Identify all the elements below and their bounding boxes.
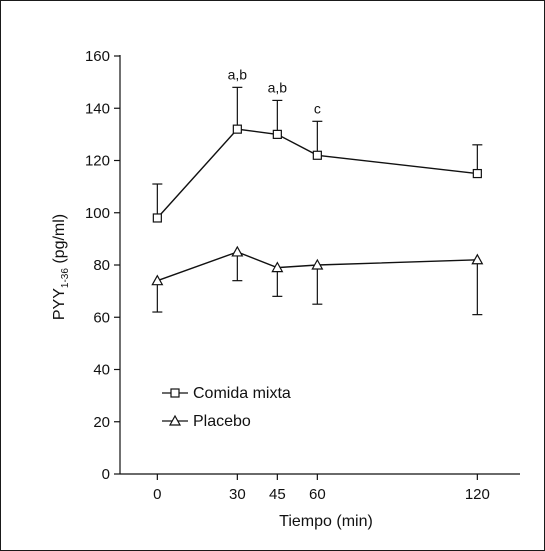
- data-point-square: [472, 168, 482, 179]
- significance-label: c: [314, 100, 321, 116]
- y-axis-title-main: PYY: [51, 288, 68, 320]
- data-point-square: [272, 129, 282, 139]
- x-tick-label: 0: [153, 486, 161, 503]
- y-tick-label: 20: [93, 414, 110, 431]
- data-point-triangle: [151, 274, 164, 286]
- significance-label: a,b: [268, 79, 288, 95]
- legend: Comida mixta Placebo: [162, 385, 291, 430]
- y-tick-label: 80: [93, 257, 110, 274]
- x-tick-label: 45: [269, 486, 286, 503]
- series-placebo: [151, 245, 484, 316]
- data-point-square: [152, 213, 162, 223]
- data-point-triangle: [231, 245, 244, 257]
- y-tick-label: 160: [85, 48, 110, 65]
- data-point-triangle: [471, 253, 484, 265]
- y-tick-label: 60: [93, 309, 110, 326]
- y-tick-label: 120: [85, 153, 110, 170]
- legend-marker-square: [170, 388, 180, 398]
- annotations: a,b a,b c: [228, 66, 321, 116]
- y-axis-title-unit: (pg/ml): [51, 214, 68, 268]
- legend-item-placebo: Placebo: [162, 413, 251, 430]
- data-point-square: [312, 150, 322, 160]
- series-layer: [151, 86, 484, 316]
- y-tick-label: 100: [85, 205, 110, 222]
- data-point-triangle: [271, 261, 284, 273]
- x-tick-label: 60: [309, 486, 326, 503]
- significance-label: a,b: [228, 66, 248, 82]
- series-comida-mixta: [152, 86, 483, 223]
- x-tick-label: 120: [465, 486, 490, 503]
- data-point-square: [232, 124, 242, 134]
- legend-item-comida-mixta: Comida mixta: [162, 385, 291, 402]
- y-axis-ticks: 0 20 40 60 80 100 120 140 160: [85, 48, 120, 483]
- data-point-triangle: [311, 258, 324, 270]
- y-axis-title-subscript: 1-36: [60, 268, 71, 288]
- x-tick-label: 30: [229, 486, 246, 503]
- y-tick-label: 0: [102, 466, 110, 483]
- legend-marker-triangle: [168, 414, 182, 426]
- x-axis-title: Tiempo (min): [279, 513, 373, 530]
- legend-label-comida-mixta: Comida mixta: [193, 385, 291, 402]
- y-tick-label: 140: [85, 100, 110, 117]
- y-tick-label: 40: [93, 362, 110, 379]
- x-axis-ticks: 0 30 45 60 120: [153, 474, 490, 503]
- legend-label-placebo: Placebo: [193, 413, 251, 430]
- y-axis-title: PYY1-36 (pg/ml): [51, 214, 71, 320]
